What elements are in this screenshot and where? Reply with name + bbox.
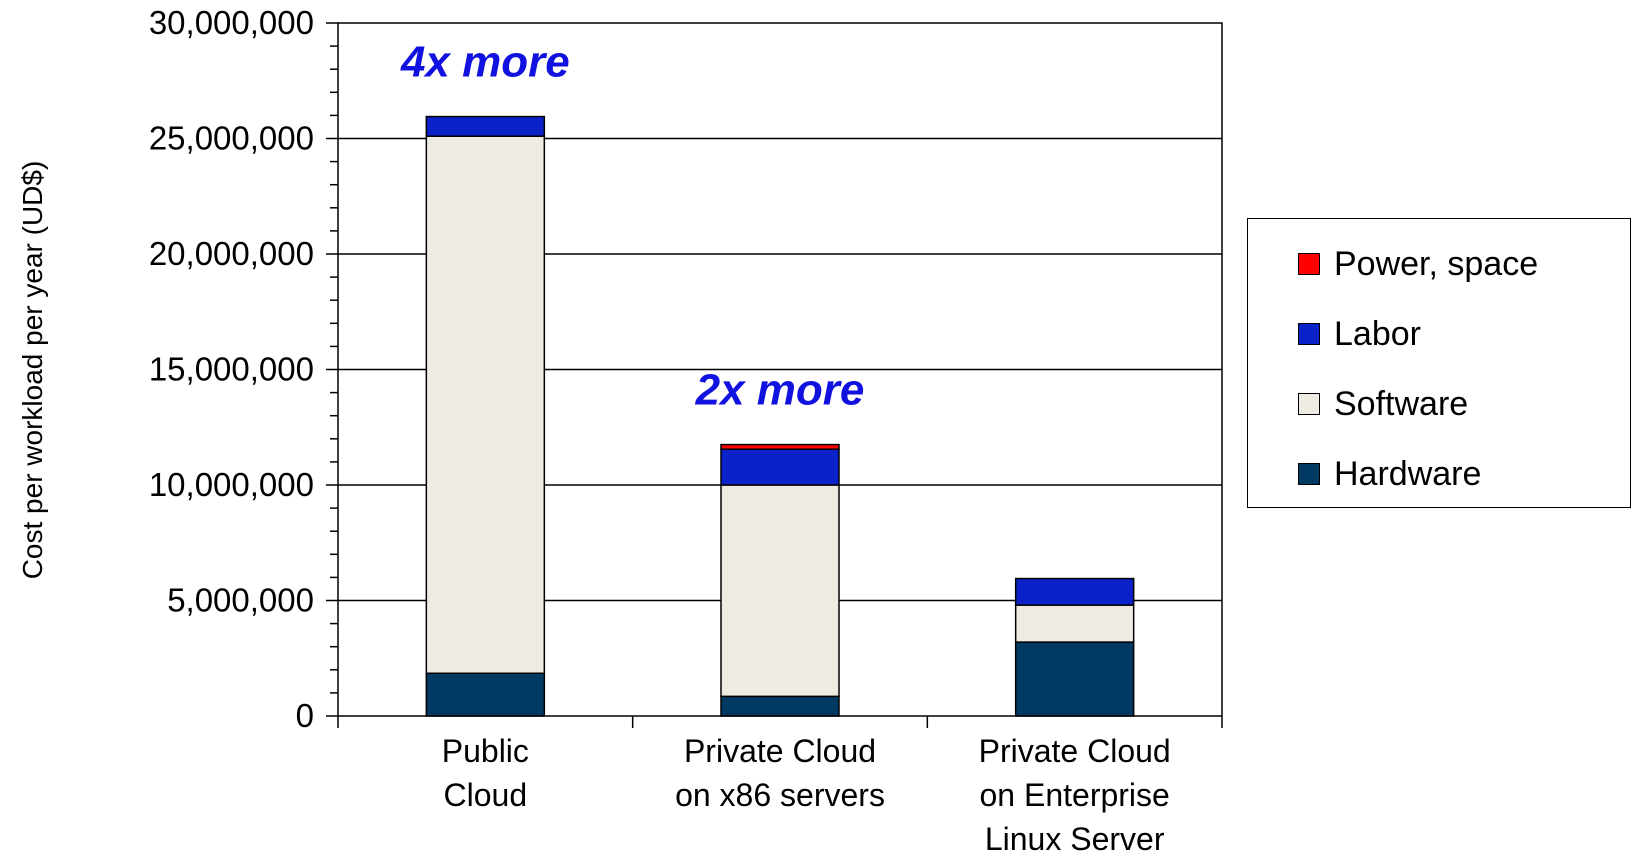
legend-item-labor: Labor (1298, 314, 1421, 354)
legend-label-hardware: Hardware (1334, 454, 1482, 493)
y-tick-label: 30,000,000 (149, 4, 314, 41)
bar-segment-software-2 (1014, 604, 1135, 643)
legend-label-software: Software (1334, 384, 1469, 423)
y-tick-label: 20,000,000 (149, 235, 314, 272)
bar-segment-hardware-2 (1014, 641, 1135, 717)
bar-segment-labor-0 (425, 115, 546, 137)
x-tick-label: on Enterprise (980, 777, 1170, 813)
legend-swatch-labor (1298, 323, 1320, 345)
x-tick-label: Private Cloud (684, 733, 876, 769)
y-tick-label: 15,000,000 (149, 351, 314, 388)
bar-segment-software-1 (720, 484, 840, 698)
legend-item-hardware: Hardware (1298, 454, 1481, 494)
bar-segment-labor-1 (720, 448, 840, 486)
legend-item-software: Software (1298, 384, 1468, 424)
x-tick-label: Public (442, 733, 529, 769)
bar-segment-labor-2 (1014, 577, 1135, 606)
x-tick-label: Cloud (444, 777, 528, 813)
legend-swatch-power-space (1298, 253, 1320, 275)
x-tick-label: Private Cloud (979, 733, 1171, 769)
bar-segment-hardware-0 (425, 672, 546, 717)
legend-swatch-software (1298, 393, 1320, 415)
y-tick-label: 5,000,000 (167, 582, 314, 619)
legend-label-labor: Labor (1334, 314, 1421, 353)
y-tick-label: 10,000,000 (149, 466, 314, 503)
bar-segment-software-0 (425, 135, 546, 675)
y-axis-label-container: Cost per workload per year (UD$) (8, 90, 58, 650)
legend-label-power-space: Power, space (1334, 244, 1539, 283)
y-tick-label: 0 (296, 697, 314, 734)
x-tick-label: on x86 servers (675, 777, 885, 813)
x-tick-label: Linux Server (985, 821, 1165, 856)
y-tick-label: 25,000,000 (149, 120, 314, 157)
legend-item-power-space: Power, space (1298, 244, 1538, 284)
bar-segment-hardware-1 (720, 695, 840, 717)
bar-annotation: 4x more (400, 38, 570, 87)
y-axis-label: Cost per workload per year (UD$) (17, 160, 48, 580)
legend-swatch-hardware (1298, 463, 1320, 485)
bar-segment-power-space-1 (720, 443, 840, 450)
legend: Power, space Labor Software Hardware (1247, 218, 1631, 508)
bar-annotation: 2x more (695, 366, 865, 415)
